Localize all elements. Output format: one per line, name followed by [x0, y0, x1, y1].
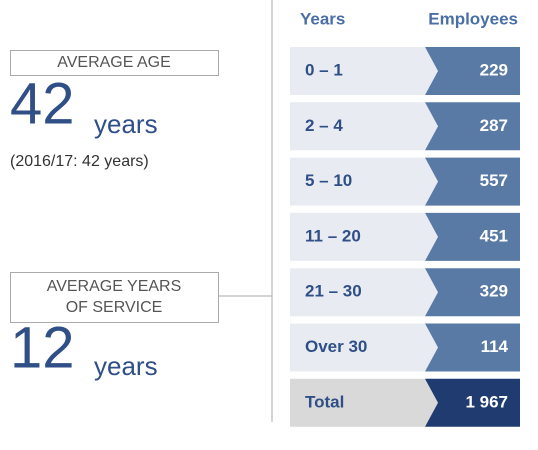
cell-years [290, 102, 438, 151]
cell-employees [425, 47, 520, 95]
label: AVERAGE AGE [57, 54, 171, 71]
cell-years [290, 212, 438, 261]
cell-years [290, 323, 438, 372]
big-number: 42 [10, 71, 75, 136]
note: (2016/17: 42 years) [10, 153, 149, 170]
cell-employees [425, 268, 520, 317]
employees-value: 229 [480, 60, 508, 79]
employees-value: 329 [480, 282, 508, 301]
big-number: 12 [10, 315, 75, 380]
cell-employees [425, 157, 520, 206]
cell-employees [425, 102, 520, 151]
label: AVERAGE YEARS [47, 278, 182, 295]
table-rows: 0 – 1 229 2 – 4 287 5 – 10 557 11 – 20 451 21 – … [290, 47, 520, 427]
unit: years [94, 109, 158, 139]
years-label: 2 – 4 [305, 116, 343, 135]
years-label: 11 – 20 [305, 226, 361, 245]
employees-value: 557 [480, 171, 508, 190]
cell-years [290, 47, 438, 95]
cell-years [290, 157, 438, 206]
label: OF SERVICE [66, 299, 163, 316]
years-label: 5 – 10 [305, 171, 352, 190]
years-label: 21 – 30 [305, 282, 362, 301]
cell-years [290, 378, 438, 427]
years-label: 0 – 1 [305, 60, 343, 79]
unit: years [94, 351, 158, 381]
employees-value: 451 [480, 226, 508, 245]
cell-employees [425, 323, 520, 372]
years-label: Total [305, 392, 344, 411]
years-label: Over 30 [305, 337, 367, 356]
label-box [10, 272, 219, 323]
column-header: Employees [428, 9, 518, 28]
employees-value: 1 967 [465, 392, 508, 411]
employees-value: 114 [481, 337, 509, 356]
employees-value: 287 [480, 116, 508, 135]
column-header: Years [300, 9, 345, 28]
cell-employees [425, 378, 520, 427]
label-box [10, 50, 219, 76]
cell-employees [425, 212, 520, 261]
cell-years [290, 268, 438, 317]
